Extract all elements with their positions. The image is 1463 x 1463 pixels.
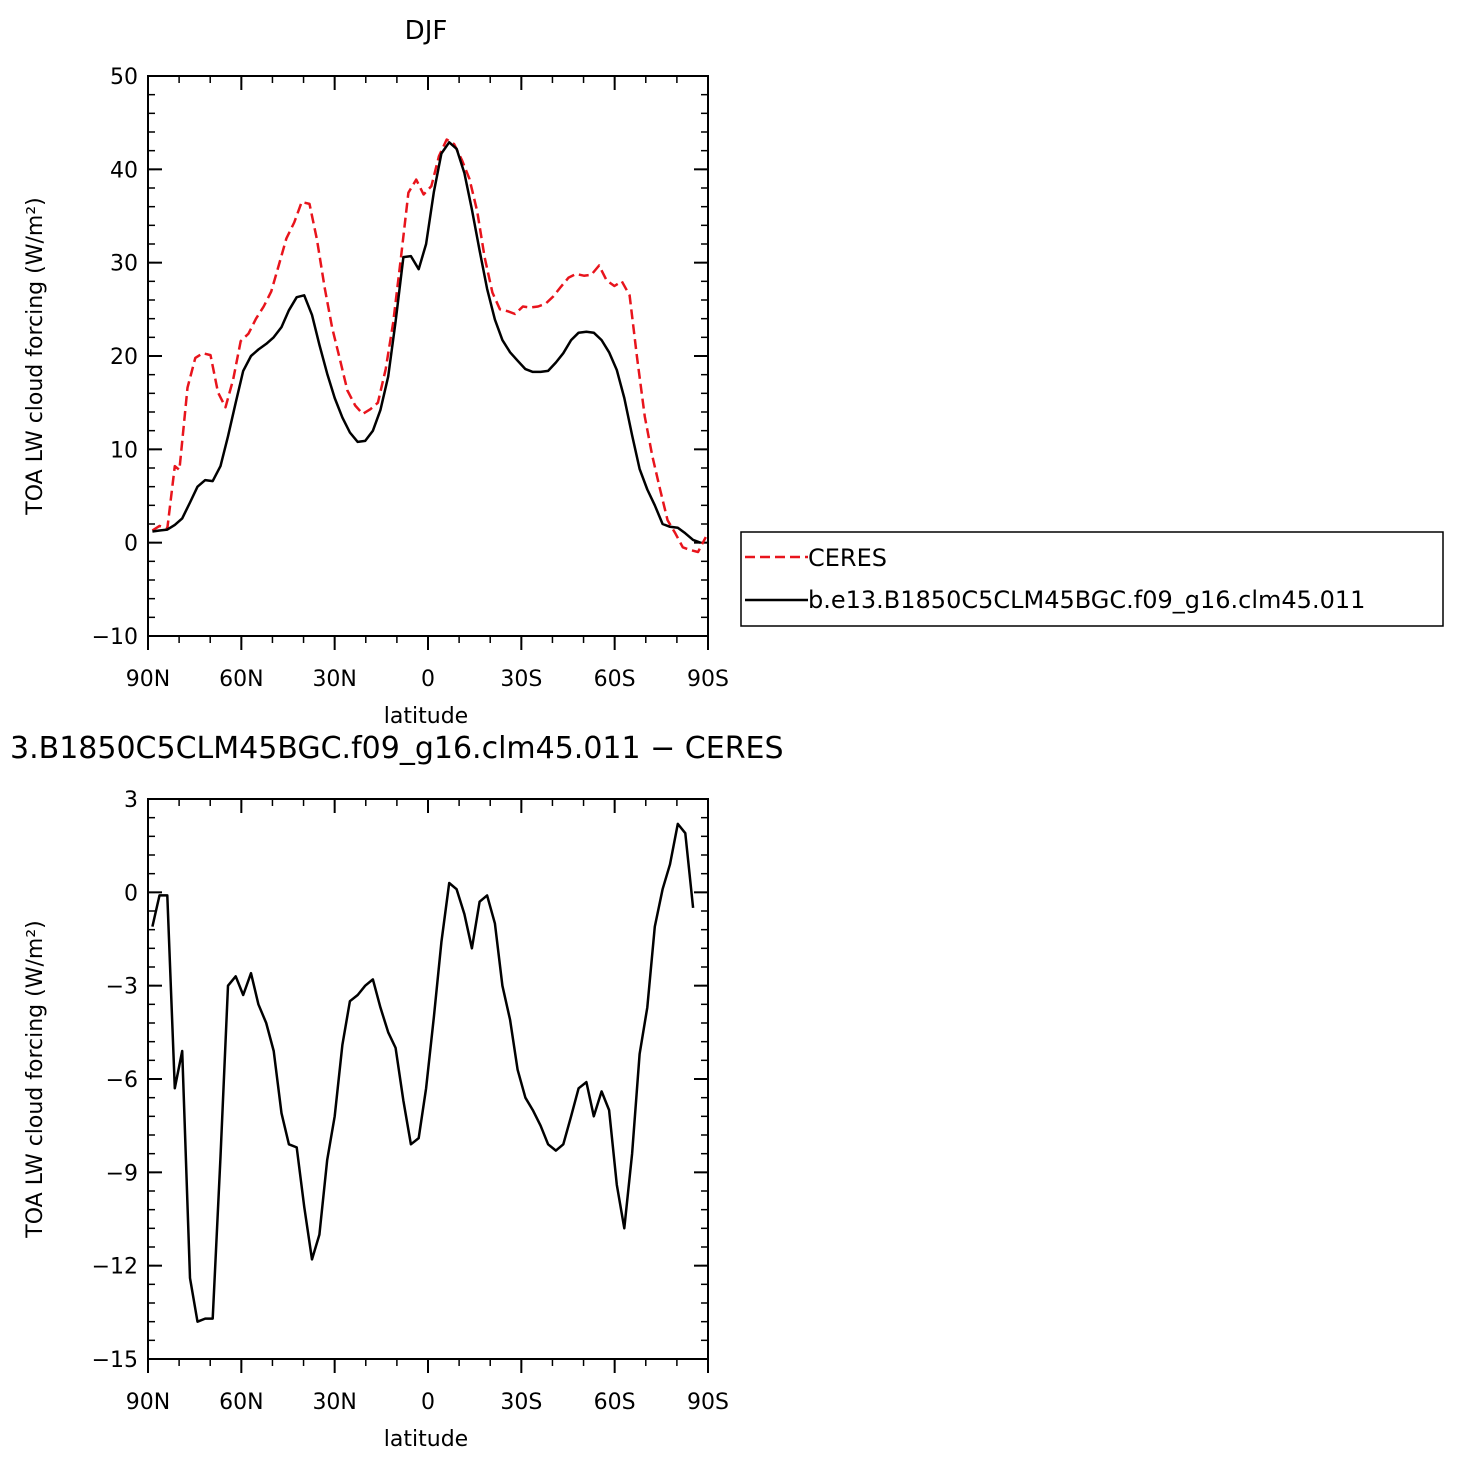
y-tick-label: −15 <box>92 1348 138 1373</box>
x-tick-label: 90N <box>126 1390 170 1415</box>
x-tick-label: 60S <box>594 667 636 692</box>
x-axis-label: latitude <box>384 704 468 729</box>
x-tick-label: 30N <box>312 1390 356 1415</box>
y-tick-label: 20 <box>110 345 138 370</box>
y-tick-labels: −15 −12 −9 −6 −3 0 3 <box>92 788 138 1373</box>
chart-title: DJF <box>405 16 448 46</box>
legend-entry-ceres: CERES <box>808 544 887 572</box>
x-axis-label: latitude <box>384 1427 468 1452</box>
y-tick-label: 10 <box>110 438 138 463</box>
x-tick-label: 30N <box>312 667 356 692</box>
y-tick-label: 30 <box>110 252 138 277</box>
plot-frame <box>147 75 709 637</box>
legend-box <box>740 531 1444 627</box>
x-tick-label: 60N <box>219 1390 263 1415</box>
x-tick-label: 60N <box>219 667 263 692</box>
y-tick-label: −3 <box>106 975 138 1000</box>
y-tick-label: −12 <box>92 1255 138 1280</box>
series-line-1 <box>152 141 701 544</box>
x-tick-label: 0 <box>421 667 435 692</box>
series-lines <box>151 822 695 1323</box>
panel-bottom: 3.B1850C5CLM45BGC.f09_g16.clm45.011 − CE… <box>10 731 784 1452</box>
y-tick-label: −10 <box>92 625 138 650</box>
y-tick-label: 0 <box>124 881 138 906</box>
y-tick-labels: −10 0 10 20 30 40 50 <box>92 65 138 650</box>
x-tick-label: 30S <box>500 667 542 692</box>
y-axis-label: TOA LW cloud forcing (W/m²) <box>23 920 48 1238</box>
legend-entry-model: b.e13.B1850C5CLM45BGC.f09_g16.clm45.011 <box>808 586 1365 614</box>
series-line-0 <box>151 138 707 554</box>
y-tick-label: 0 <box>124 532 138 557</box>
y-tick-label: −9 <box>106 1161 138 1186</box>
series-line-0 <box>151 822 695 1323</box>
legend: CERES b.e13.B1850C5CLM45BGC.f09_g16.clm4… <box>740 531 1444 627</box>
y-tick-label: 50 <box>110 65 138 90</box>
y-tick-label: 3 <box>124 788 138 813</box>
y-axis-label: TOA LW cloud forcing (W/m²) <box>23 197 48 515</box>
axis-ticks <box>147 75 709 650</box>
series-lines <box>151 138 707 554</box>
x-tick-labels: 90N 60N 30N 0 30S 60S 90S <box>126 667 729 692</box>
x-tick-label: 90S <box>687 667 729 692</box>
panel-top: DJF −10 0 10 20 30 40 50 90N 60N 30N 0 30S 60S 90S l… <box>23 16 1444 729</box>
y-tick-label: −6 <box>106 1068 138 1093</box>
chart-title: 3.B1850C5CLM45BGC.f09_g16.clm45.011 − CE… <box>10 731 784 766</box>
x-tick-label: 90N <box>126 667 170 692</box>
x-tick-label: 30S <box>500 1390 542 1415</box>
axis-ticks <box>147 798 709 1373</box>
x-tick-label: 60S <box>594 1390 636 1415</box>
y-tick-label: 40 <box>110 158 138 183</box>
x-tick-label: 90S <box>687 1390 729 1415</box>
x-tick-labels: 90N 60N 30N 0 30S 60S 90S <box>126 1390 729 1415</box>
x-tick-label: 0 <box>421 1390 435 1415</box>
